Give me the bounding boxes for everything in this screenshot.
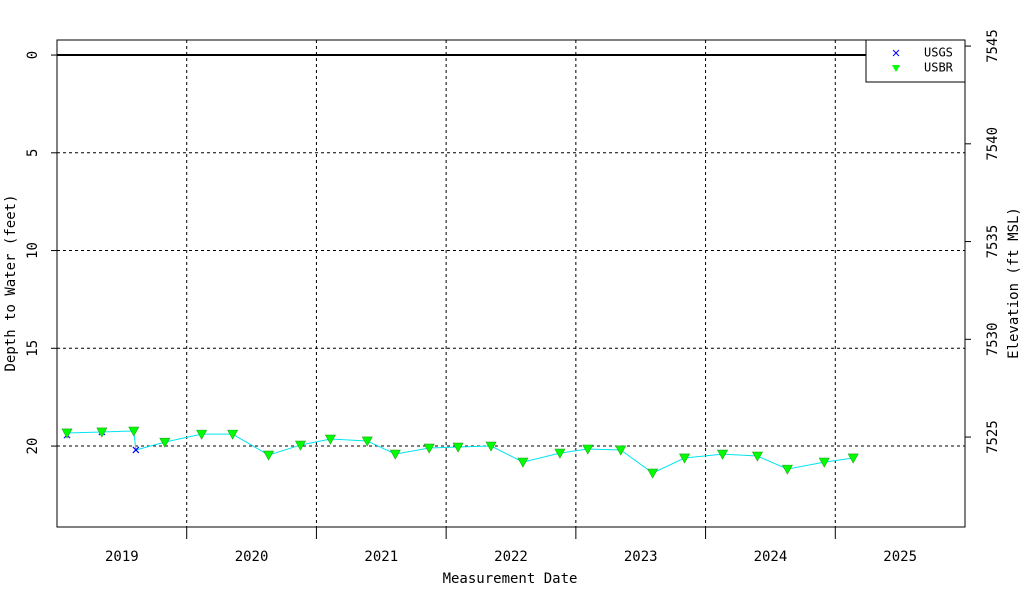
y2-tick-label: 7540 <box>985 127 1001 161</box>
marker <box>517 457 529 468</box>
y2-tick-label: 7535 <box>985 225 1001 259</box>
x-tick-label: 2025 <box>883 549 917 565</box>
legend-marker <box>892 49 900 57</box>
x-tick-label: 2021 <box>364 549 398 565</box>
marker <box>132 446 140 454</box>
series-line <box>66 430 854 474</box>
x-axis-label: Measurement Date <box>443 571 578 587</box>
marker <box>294 440 306 451</box>
marker <box>582 444 594 455</box>
plot-frame <box>56 39 966 528</box>
marker <box>227 429 239 440</box>
y-tick-label: 5 <box>25 149 41 157</box>
x-tick-label: 2023 <box>624 549 658 565</box>
legend-label: USBR <box>924 61 954 75</box>
marker <box>452 442 464 453</box>
marker <box>847 453 859 464</box>
marker <box>751 451 763 462</box>
marker <box>717 449 729 460</box>
y2-tick-label: 7525 <box>985 420 1001 454</box>
marker <box>679 453 691 464</box>
marker <box>781 464 793 475</box>
marker <box>615 445 627 456</box>
x-tick-label: 2020 <box>235 549 269 565</box>
y-axis-label: Depth to Water (feet) <box>3 194 19 371</box>
marker <box>61 428 73 439</box>
marker <box>647 468 659 479</box>
y-tick-label: 15 <box>25 340 41 357</box>
legend-marker <box>892 65 900 72</box>
marker <box>361 436 373 447</box>
x-tick-label: 2024 <box>754 549 788 565</box>
y-tick-label: 10 <box>25 242 41 259</box>
marker <box>423 443 435 454</box>
marker <box>159 437 171 448</box>
y2-tick-label: 7530 <box>985 322 1001 356</box>
marker <box>389 449 401 460</box>
marker <box>818 457 830 468</box>
x-tick-label: 2022 <box>494 549 528 565</box>
marker <box>485 441 497 452</box>
marker <box>324 434 336 445</box>
marker <box>196 429 208 440</box>
legend-label: USGS <box>924 46 953 60</box>
y-tick-label: 0 <box>25 51 41 59</box>
y-tick-label: 20 <box>25 438 41 455</box>
marker <box>263 450 275 461</box>
x-tick-label: 2019 <box>105 549 139 565</box>
y2-axis-label: Elevation (ft MSL) <box>1006 207 1022 359</box>
y2-tick-label: 7545 <box>985 29 1001 63</box>
marker <box>128 426 140 437</box>
marker <box>554 448 566 459</box>
legend-box <box>865 39 966 83</box>
marker <box>96 427 108 438</box>
